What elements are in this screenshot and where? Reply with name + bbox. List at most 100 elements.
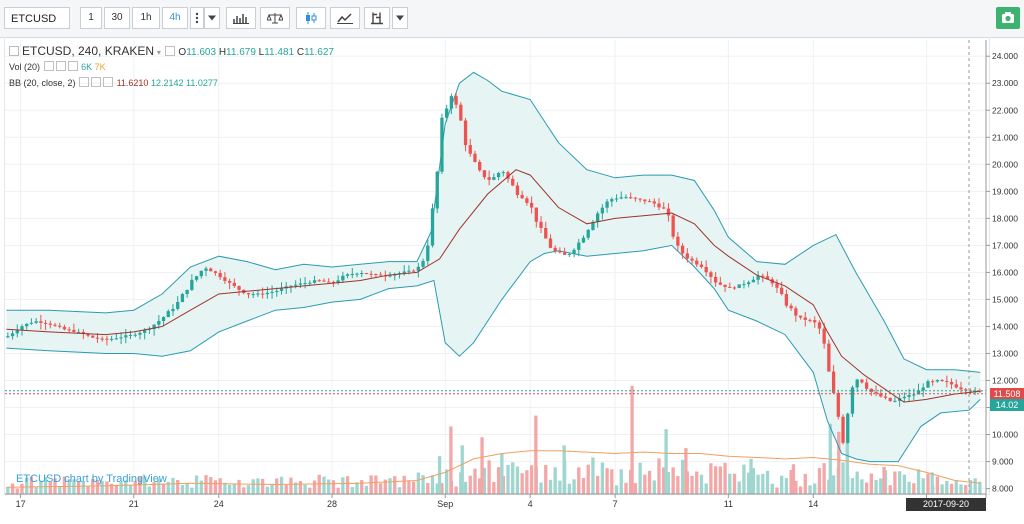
volume-bar xyxy=(20,483,24,494)
volume-bar xyxy=(279,476,284,494)
caret-down-icon[interactable]: ▾ xyxy=(156,48,161,57)
interval-1-button[interactable]: 1 xyxy=(80,7,102,29)
alert-bars-icon[interactable] xyxy=(364,7,390,29)
volume-bar xyxy=(921,478,925,494)
candle-body xyxy=(275,290,279,293)
volume-bar xyxy=(416,472,421,494)
volume-bar xyxy=(558,480,562,494)
volume-bar xyxy=(62,476,67,494)
volume-bar xyxy=(879,478,883,494)
volume-bar xyxy=(605,468,609,494)
candle-body xyxy=(591,222,595,230)
bar-chart-icon[interactable] xyxy=(226,7,256,29)
candle-body xyxy=(916,390,921,395)
candle-body xyxy=(643,199,647,202)
candle-body xyxy=(426,245,430,261)
volume-bar xyxy=(440,483,444,494)
candle-body xyxy=(515,185,520,196)
volume-bar xyxy=(223,482,227,494)
dropdown-icon[interactable] xyxy=(392,7,408,29)
candle-body xyxy=(860,379,864,383)
candle-body xyxy=(846,413,850,443)
volume-bar xyxy=(209,477,213,494)
candle-body xyxy=(581,237,586,243)
close-value: 11.627 xyxy=(304,47,334,58)
compare-scale-icon[interactable] xyxy=(260,7,290,29)
volume-bar xyxy=(237,479,241,494)
candle-body xyxy=(91,335,95,338)
close-icon[interactable] xyxy=(67,61,78,71)
close-icon[interactable] xyxy=(103,77,114,87)
volume-bar xyxy=(803,473,807,494)
settings-icon[interactable] xyxy=(91,77,102,87)
candle-body xyxy=(718,282,722,285)
bollinger-band-fill xyxy=(6,72,981,462)
volume-bar xyxy=(58,486,62,494)
camera-icon[interactable] xyxy=(996,7,1020,29)
volume-bar xyxy=(619,469,623,494)
open-value: 11.603 xyxy=(186,47,217,58)
volume-bar xyxy=(916,469,921,494)
candle-body xyxy=(265,292,270,295)
settings-square-icon[interactable] xyxy=(164,46,175,56)
candle-body xyxy=(864,382,869,389)
volume-bar xyxy=(737,481,741,494)
volume-bar xyxy=(831,475,836,494)
candle-body xyxy=(171,308,175,312)
candle-body xyxy=(246,293,251,295)
volume-bar xyxy=(86,486,90,494)
candle-body xyxy=(157,320,161,325)
candle-body xyxy=(25,323,29,327)
candle-body xyxy=(841,416,845,443)
candle-body xyxy=(780,287,784,295)
volume-bar xyxy=(246,485,251,494)
volume-bar xyxy=(751,468,756,494)
volume-bar xyxy=(48,481,52,494)
settings-icon[interactable] xyxy=(55,61,66,71)
eye-icon[interactable] xyxy=(79,77,90,87)
interval-4h-button[interactable]: 4h xyxy=(162,7,188,29)
tradingview-watermark[interactable]: ETCUSD chart by TradingView xyxy=(16,473,167,485)
volume-bar xyxy=(204,475,208,494)
volume-bar xyxy=(610,469,614,494)
y-tick-label: 15.000 xyxy=(992,294,1018,304)
candle-body xyxy=(647,201,652,203)
candle-body xyxy=(775,283,779,288)
time-axis: 17212428Sep47111418 xyxy=(5,493,986,509)
volume-bar xyxy=(492,481,496,494)
candle-body xyxy=(251,294,255,296)
interval-1h-button[interactable]: 1h xyxy=(132,7,160,29)
volume-value: 6K xyxy=(81,62,93,72)
collapse-icon[interactable] xyxy=(9,46,19,56)
volume-bar xyxy=(940,484,944,494)
candle-body xyxy=(567,253,571,255)
candle-body xyxy=(20,326,24,331)
volume-bar xyxy=(525,470,529,494)
eye-icon[interactable] xyxy=(43,61,54,71)
volume-spike-bar xyxy=(534,415,538,494)
candle-body xyxy=(478,161,482,171)
more-vertical-icon[interactable] xyxy=(190,7,204,29)
candle-body xyxy=(695,260,699,265)
volume-bar xyxy=(912,483,916,494)
candle-body xyxy=(940,380,944,382)
candle-body xyxy=(15,330,19,334)
volume-spike-bar xyxy=(630,385,634,494)
volume-bar xyxy=(756,474,760,494)
candles-icon[interactable] xyxy=(296,7,326,29)
dropdown-icon[interactable] xyxy=(204,7,220,29)
volume-bar xyxy=(544,465,548,494)
indicators-icon[interactable] xyxy=(330,7,360,29)
candle-body xyxy=(761,275,765,277)
volume-bar xyxy=(232,483,236,494)
volume-bar xyxy=(6,486,10,494)
candle-body xyxy=(62,326,67,330)
volume-bar xyxy=(350,487,354,494)
volume-bar xyxy=(798,486,803,494)
candle-body xyxy=(600,207,605,214)
volume-spike-bar xyxy=(845,442,849,494)
interval-30-button[interactable]: 30 xyxy=(104,7,130,29)
candle-body xyxy=(232,282,236,287)
symbol-search-input[interactable]: ETCUSD xyxy=(4,7,70,29)
